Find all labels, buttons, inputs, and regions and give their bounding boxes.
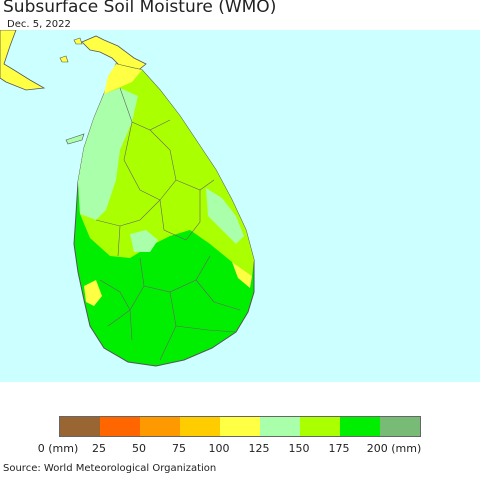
map-date: Dec. 5, 2022	[7, 19, 71, 30]
ocean	[0, 30, 480, 382]
legend-swatch	[100, 417, 140, 436]
zone-100-125-east	[232, 262, 252, 288]
legend-tick: 0 (mm)	[37, 442, 79, 455]
zone-125-150-east	[206, 188, 244, 244]
zone-125-150-west	[78, 88, 138, 220]
legend-swatch	[220, 417, 260, 436]
map-title: Subsurface Soil Moisture (WMO)	[3, 0, 277, 17]
legend-swatch	[380, 417, 420, 436]
mannar-island	[65, 133, 85, 145]
legend-tick: 50	[132, 442, 146, 455]
legend-bar	[59, 416, 421, 437]
legend-swatch	[180, 417, 220, 436]
legend-swatch	[260, 417, 300, 436]
legend-swatch	[340, 417, 380, 436]
legend-tick: 150	[288, 442, 310, 455]
legend-swatch	[60, 417, 100, 436]
islet	[73, 37, 83, 45]
islet	[59, 55, 69, 63]
legend-tick: 25	[92, 442, 106, 455]
zone-125-150-centre	[130, 230, 158, 252]
soil-moisture-map	[0, 30, 480, 382]
legend-tick: 175	[328, 442, 350, 455]
zone-100-125-north	[104, 64, 142, 94]
zone-100-125-sw	[84, 280, 102, 306]
legend-swatch	[140, 417, 180, 436]
source-credit: Source: World Meteorological Organizatio…	[3, 463, 217, 474]
jaffna-peninsula	[81, 35, 147, 73]
india-coast	[0, 30, 46, 91]
legend-tick: 200 (mm)	[366, 442, 422, 455]
legend-tick: 75	[172, 442, 186, 455]
legend-tick: 100	[208, 442, 230, 455]
legend-swatch	[300, 417, 340, 436]
legend-tick: 125	[248, 442, 270, 455]
district-boundaries	[95, 87, 241, 361]
